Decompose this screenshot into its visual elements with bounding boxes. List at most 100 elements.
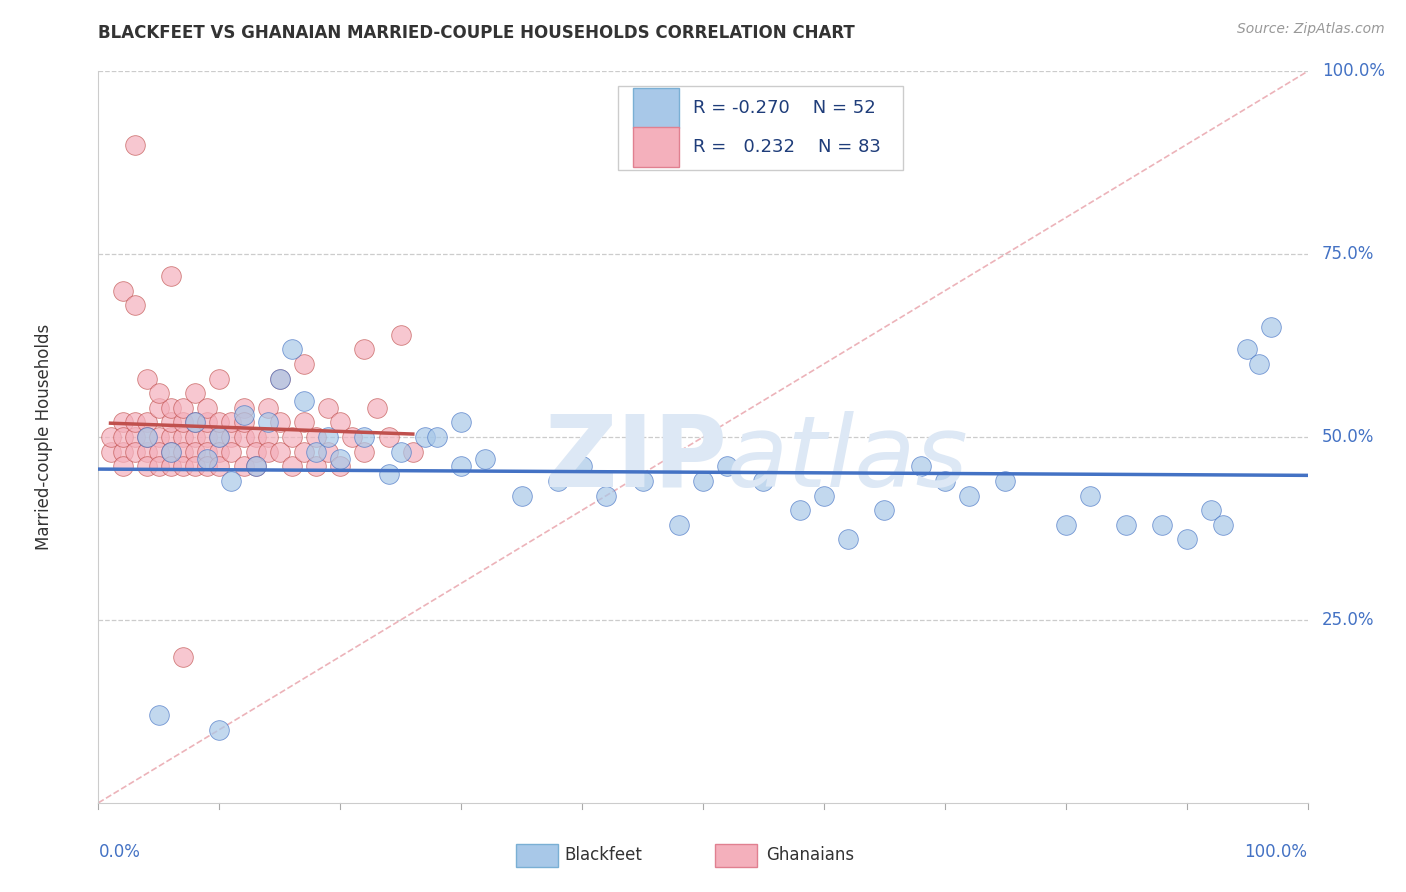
Point xyxy=(160,269,183,284)
Point xyxy=(245,459,267,474)
Point xyxy=(221,444,243,458)
Point xyxy=(316,401,339,415)
Point xyxy=(135,371,157,385)
Point xyxy=(208,430,231,444)
Point xyxy=(595,489,617,503)
Point xyxy=(148,444,170,458)
Point xyxy=(135,416,157,430)
Point xyxy=(1115,517,1137,532)
Point xyxy=(256,430,278,444)
Point xyxy=(221,430,243,444)
Point xyxy=(353,343,375,357)
Point xyxy=(426,430,449,444)
FancyBboxPatch shape xyxy=(619,86,903,170)
Point xyxy=(135,444,157,458)
Point xyxy=(184,430,207,444)
Point xyxy=(111,444,134,458)
Point xyxy=(910,459,932,474)
Text: BLACKFEET VS GHANAIAN MARRIED-COUPLE HOUSEHOLDS CORRELATION CHART: BLACKFEET VS GHANAIAN MARRIED-COUPLE HOU… xyxy=(98,24,855,42)
Text: Ghanaians: Ghanaians xyxy=(766,847,853,864)
Point xyxy=(232,459,254,474)
Text: 100.0%: 100.0% xyxy=(1244,843,1308,861)
Point xyxy=(366,401,388,415)
Text: 0.0%: 0.0% xyxy=(98,843,141,861)
Point xyxy=(342,430,364,444)
Text: 75.0%: 75.0% xyxy=(1322,245,1375,263)
Point xyxy=(172,430,194,444)
FancyBboxPatch shape xyxy=(716,844,758,867)
Point xyxy=(1260,320,1282,334)
Point xyxy=(571,459,593,474)
Point xyxy=(208,416,231,430)
Point xyxy=(232,401,254,415)
Point xyxy=(148,401,170,415)
Point xyxy=(305,459,328,474)
Point xyxy=(148,708,170,723)
Point xyxy=(195,444,218,458)
Point xyxy=(292,416,315,430)
Point xyxy=(124,444,146,458)
Point xyxy=(668,517,690,532)
Point xyxy=(547,474,569,488)
Text: Source: ZipAtlas.com: Source: ZipAtlas.com xyxy=(1237,22,1385,37)
Point xyxy=(160,444,183,458)
FancyBboxPatch shape xyxy=(516,844,558,867)
Point xyxy=(184,416,207,430)
Point xyxy=(1212,517,1234,532)
Point xyxy=(413,430,436,444)
Point xyxy=(353,444,375,458)
Point xyxy=(631,474,654,488)
Point xyxy=(281,459,304,474)
Text: 100.0%: 100.0% xyxy=(1322,62,1385,80)
Point xyxy=(208,723,231,737)
Point xyxy=(450,459,472,474)
Point xyxy=(752,474,775,488)
Point xyxy=(148,430,170,444)
Point xyxy=(377,467,399,481)
Text: 25.0%: 25.0% xyxy=(1322,611,1375,629)
Point xyxy=(934,474,956,488)
Point xyxy=(281,430,304,444)
Point xyxy=(184,386,207,401)
Point xyxy=(111,430,134,444)
Point xyxy=(184,459,207,474)
Point xyxy=(232,416,254,430)
Point xyxy=(160,459,183,474)
Point xyxy=(148,386,170,401)
Point xyxy=(1236,343,1258,357)
Point xyxy=(195,452,218,467)
Point xyxy=(305,430,328,444)
Point xyxy=(450,416,472,430)
Point xyxy=(292,444,315,458)
Point xyxy=(269,416,291,430)
Point xyxy=(172,416,194,430)
Text: R = -0.270    N = 52: R = -0.270 N = 52 xyxy=(693,99,876,117)
Point xyxy=(269,371,291,385)
Point xyxy=(124,137,146,152)
Point xyxy=(716,459,738,474)
Point xyxy=(692,474,714,488)
Point xyxy=(329,459,352,474)
Point xyxy=(172,459,194,474)
Point xyxy=(256,401,278,415)
Text: R =   0.232    N = 83: R = 0.232 N = 83 xyxy=(693,137,882,156)
Text: 50.0%: 50.0% xyxy=(1322,428,1375,446)
Point xyxy=(184,416,207,430)
Point xyxy=(329,416,352,430)
Point xyxy=(221,416,243,430)
Text: Blackfeet: Blackfeet xyxy=(564,847,641,864)
Point xyxy=(208,444,231,458)
FancyBboxPatch shape xyxy=(633,127,679,167)
Point xyxy=(111,416,134,430)
Point xyxy=(389,444,412,458)
Point xyxy=(100,430,122,444)
Point xyxy=(208,371,231,385)
Point xyxy=(195,416,218,430)
Point xyxy=(1152,517,1174,532)
Point xyxy=(245,430,267,444)
Point xyxy=(135,430,157,444)
Point xyxy=(232,430,254,444)
Point xyxy=(269,371,291,385)
Point xyxy=(100,444,122,458)
Point xyxy=(208,459,231,474)
